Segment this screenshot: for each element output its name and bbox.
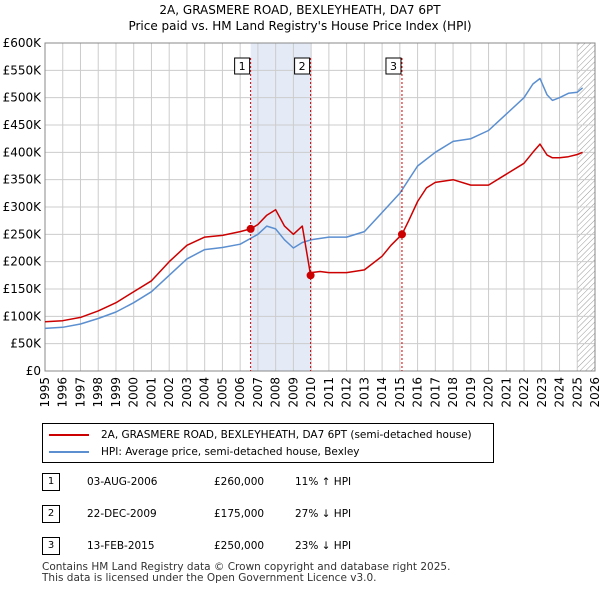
x-tick-label: 2019 [464, 377, 478, 408]
chart-title: 2A, GRASMERE ROAD, BEXLEYHEATH, DA7 6PT [159, 3, 441, 17]
x-tick-label: 2003 [180, 377, 194, 408]
sale-point [397, 230, 406, 239]
x-tick-label: 2000 [127, 377, 141, 408]
x-tick-label: 2005 [215, 377, 229, 408]
x-tick-label: 2017 [428, 377, 442, 408]
y-tick-label: £550K [3, 63, 43, 77]
x-tick-label: 1999 [109, 377, 123, 408]
sale-label-box [234, 57, 251, 75]
x-tick-label: 2015 [393, 377, 407, 408]
legend-label-hpi: HPI: Average price, semi-detached house,… [101, 446, 360, 458]
table-row: 2 22-DEC-2009 £175,000 27% ↓ HPI [42, 503, 462, 525]
legend-label-property: 2A, GRASMERE ROAD, BEXLEYHEATH, DA7 6PT … [101, 429, 472, 441]
sale-number-badge: 2 [42, 505, 60, 523]
y-tick-label: £450K [3, 118, 43, 132]
y-tick-label: £350K [3, 173, 43, 187]
series-line-property [44, 143, 583, 323]
x-tick-label: 2022 [517, 377, 531, 408]
x-tick-label: 2007 [251, 377, 265, 408]
x-tick-label: 2006 [233, 377, 247, 408]
x-tick-label: 2002 [162, 377, 176, 408]
sale-number-badge: 3 [42, 537, 60, 555]
sale-point [246, 224, 255, 233]
y-tick-label: £150K [3, 282, 43, 296]
x-tick-label: 2010 [304, 377, 318, 408]
x-tick-label: 1996 [56, 377, 70, 408]
x-tick-label: 1995 [38, 377, 52, 408]
y-tick-label: £250K [3, 227, 43, 241]
x-tick-label: 2013 [357, 377, 371, 408]
x-tick-label: 2020 [482, 377, 496, 408]
legend: 2A, GRASMERE ROAD, BEXLEYHEATH, DA7 6PT … [42, 423, 494, 463]
x-tick-label: 2023 [535, 377, 549, 408]
x-tick-label: 2024 [553, 377, 567, 408]
sale-price: £260,000 [214, 476, 265, 488]
x-tick-label: 2014 [375, 377, 389, 408]
footer-copyright: Contains HM Land Registry data © Crown c… [42, 561, 451, 573]
x-tick-label: 2009 [286, 377, 300, 408]
y-tick-label: £600K [3, 36, 43, 50]
sale-number-badge: 1 [42, 473, 60, 491]
series-line-hpi [44, 77, 584, 330]
x-tick-label: 2021 [499, 377, 513, 408]
x-tick-label: 2012 [340, 377, 354, 408]
legend-item-property: 2A, GRASMERE ROAD, BEXLEYHEATH, DA7 6PT … [49, 427, 472, 443]
y-tick-label: £400K [3, 145, 43, 159]
table-row: 3 13-FEB-2015 £250,000 23% ↓ HPI [42, 535, 462, 557]
sale-hpi-diff: 27% ↓ HPI [295, 508, 352, 520]
sale-point [306, 271, 315, 280]
table-row: 1 03-AUG-2006 £260,000 11% ↑ HPI [42, 471, 462, 493]
legend-swatch-hpi [49, 451, 89, 453]
sale-label-box [385, 57, 402, 75]
price-chart: 2A, GRASMERE ROAD, BEXLEYHEATH, DA7 6PT … [3, 3, 600, 408]
sale-date: 22-DEC-2009 [87, 508, 157, 520]
x-tick-label: 2004 [198, 377, 212, 408]
legend-item-hpi: HPI: Average price, semi-detached house,… [49, 444, 360, 460]
x-tick-label: 2018 [446, 377, 460, 408]
sale-label-box [294, 57, 311, 75]
x-tick-label: 2011 [322, 377, 336, 408]
x-tick-label: 1998 [91, 377, 105, 408]
y-tick-label: £500K [3, 91, 43, 105]
sale-label: 3 [390, 60, 397, 73]
sale-date: 13-FEB-2015 [87, 540, 155, 552]
sale-date: 03-AUG-2006 [87, 476, 158, 488]
sale-label: 1 [239, 60, 246, 73]
chart-subtitle: Price paid vs. HM Land Registry's House … [128, 19, 471, 33]
y-tick-label: £300K [3, 200, 43, 214]
sale-hpi-diff: 11% ↑ HPI [295, 476, 352, 488]
sale-label: 2 [299, 60, 306, 73]
x-tick-label: 2008 [269, 377, 283, 408]
y-tick-label: £200K [3, 255, 43, 269]
x-tick-label: 2025 [570, 377, 584, 408]
x-tick-label: 2016 [411, 377, 425, 408]
y-tick-label: £100K [3, 309, 43, 323]
sale-price: £250,000 [214, 540, 265, 552]
x-tick-label: 2001 [144, 377, 158, 408]
sale-hpi-diff: 23% ↓ HPI [295, 540, 352, 552]
footer-licence: This data is licensed under the Open Gov… [42, 571, 377, 584]
x-tick-label: 1997 [73, 377, 87, 408]
y-tick-label: £0 [26, 364, 41, 378]
footer: Contains HM Land Registry data © Crown c… [42, 562, 450, 583]
plot-border [44, 42, 596, 372]
legend-swatch-property [49, 434, 89, 436]
sale-price: £175,000 [214, 508, 265, 520]
x-tick-label: 2026 [588, 377, 600, 408]
y-tick-label: £50K [10, 337, 42, 351]
